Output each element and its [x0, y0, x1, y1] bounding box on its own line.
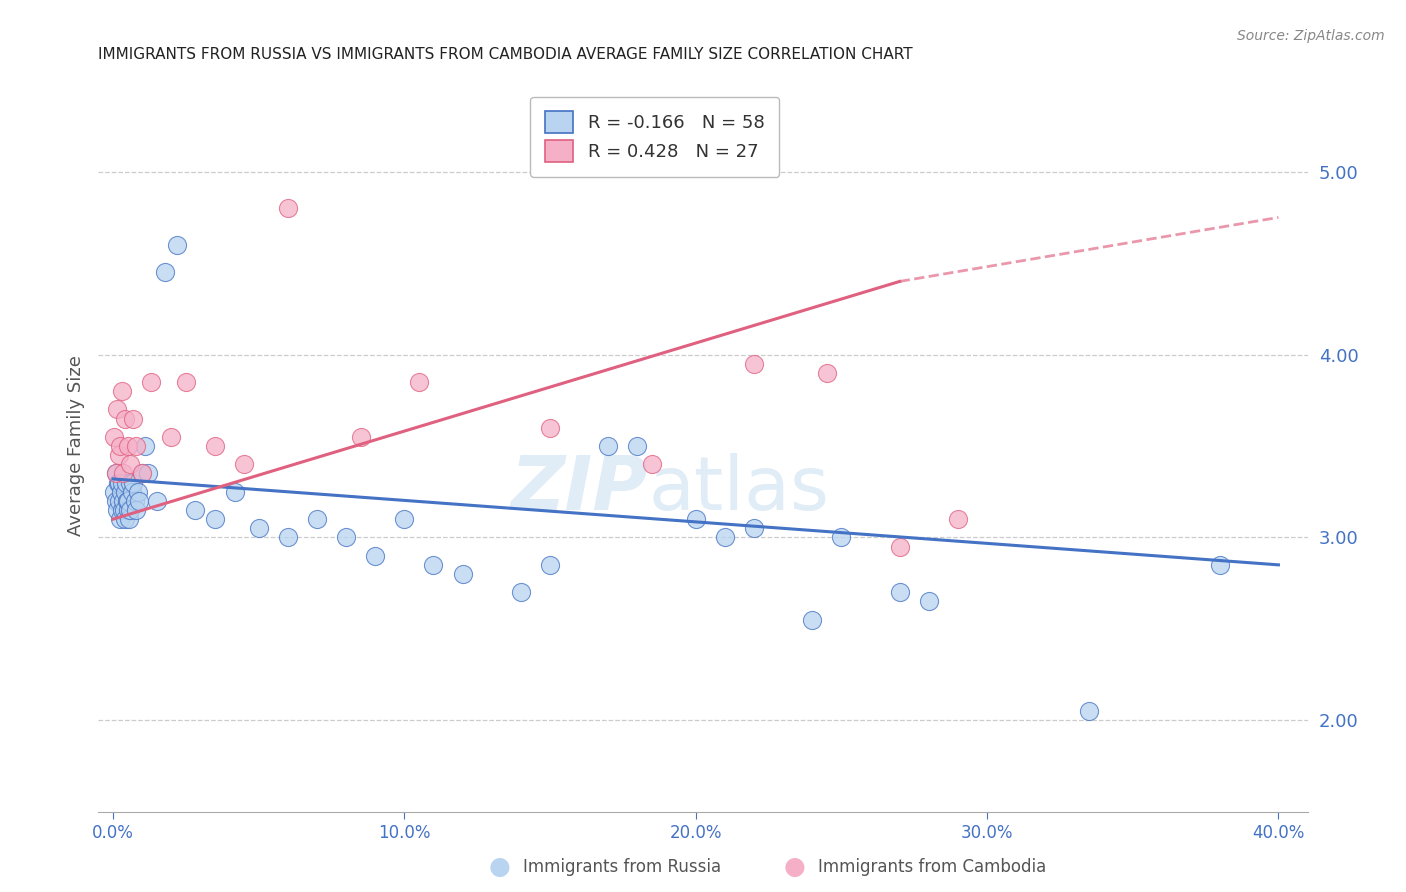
Point [918, 594, 941, 608]
Point [1209, 558, 1232, 572]
Point [155, 265, 177, 279]
Point [125, 503, 148, 517]
Point [112, 467, 135, 481]
Point [1078, 704, 1101, 718]
Legend: R = -0.166   N = 58, R = 0.428   N = 27: R = -0.166 N = 58, R = 0.428 N = 27 [530, 96, 779, 177]
Point [114, 512, 136, 526]
Point [889, 585, 911, 599]
Point [115, 475, 138, 490]
Point [131, 467, 153, 481]
Point [105, 467, 128, 481]
Point [183, 503, 205, 517]
Point [685, 512, 707, 526]
Point [598, 439, 620, 453]
Point [117, 494, 139, 508]
Point [107, 475, 129, 490]
Point [111, 384, 134, 398]
Point [394, 512, 416, 526]
Point [127, 484, 149, 499]
Point [105, 402, 128, 417]
Point [112, 503, 135, 517]
Point [538, 421, 561, 435]
Point [204, 439, 226, 453]
Point [139, 375, 162, 389]
Point [124, 494, 146, 508]
Point [114, 411, 136, 425]
Point [626, 439, 648, 453]
Point [815, 366, 838, 380]
Point [641, 457, 664, 471]
Point [103, 484, 125, 499]
Point [112, 494, 135, 508]
Point [125, 439, 148, 453]
Point [115, 494, 138, 508]
Point [204, 512, 226, 526]
Point [120, 503, 142, 517]
Point [830, 530, 852, 544]
Point [166, 238, 188, 252]
Point [103, 430, 125, 444]
Point [114, 484, 136, 499]
Text: Immigrants from Russia: Immigrants from Russia [523, 858, 721, 876]
Point [364, 549, 387, 563]
Point [108, 494, 131, 508]
Text: Source: ZipAtlas.com: Source: ZipAtlas.com [1237, 29, 1385, 43]
Point [104, 494, 127, 508]
Point [277, 201, 299, 215]
Text: Immigrants from Cambodia: Immigrants from Cambodia [818, 858, 1046, 876]
Point [305, 512, 328, 526]
Point [742, 357, 765, 371]
Point [117, 503, 139, 517]
Text: ZIP: ZIP [512, 453, 648, 526]
Point [350, 430, 373, 444]
Point [110, 439, 132, 453]
Point [946, 512, 969, 526]
Point [111, 503, 134, 517]
Text: ●: ● [783, 855, 806, 879]
Point [174, 375, 197, 389]
Text: atlas: atlas [648, 453, 830, 526]
Point [117, 439, 139, 453]
Point [422, 558, 444, 572]
Text: IMMIGRANTS FROM RUSSIA VS IMMIGRANTS FROM CAMBODIA AVERAGE FAMILY SIZE CORRELATI: IMMIGRANTS FROM RUSSIA VS IMMIGRANTS FRO… [98, 47, 912, 62]
Point [136, 467, 159, 481]
Point [108, 475, 131, 490]
Point [134, 439, 156, 453]
Point [110, 484, 132, 499]
Point [335, 530, 357, 544]
Point [122, 475, 145, 490]
Point [277, 530, 299, 544]
Point [118, 475, 141, 490]
Point [122, 411, 145, 425]
Point [118, 512, 141, 526]
Point [111, 475, 134, 490]
Point [128, 494, 150, 508]
Point [224, 484, 246, 499]
Point [131, 467, 153, 481]
Point [121, 484, 143, 499]
Point [247, 521, 270, 535]
Point [145, 494, 167, 508]
Point [509, 585, 531, 599]
Point [538, 558, 561, 572]
Point [451, 567, 474, 582]
Point [110, 512, 132, 526]
Point [801, 613, 824, 627]
Point [714, 530, 737, 544]
Point [120, 457, 142, 471]
Point [742, 521, 765, 535]
Point [233, 457, 256, 471]
Point [108, 448, 131, 462]
Point [105, 503, 128, 517]
Y-axis label: Average Family Size: Average Family Size [66, 356, 84, 536]
Text: ●: ● [488, 855, 510, 879]
Point [408, 375, 430, 389]
Point [160, 430, 183, 444]
Point [104, 467, 127, 481]
Point [889, 540, 911, 554]
